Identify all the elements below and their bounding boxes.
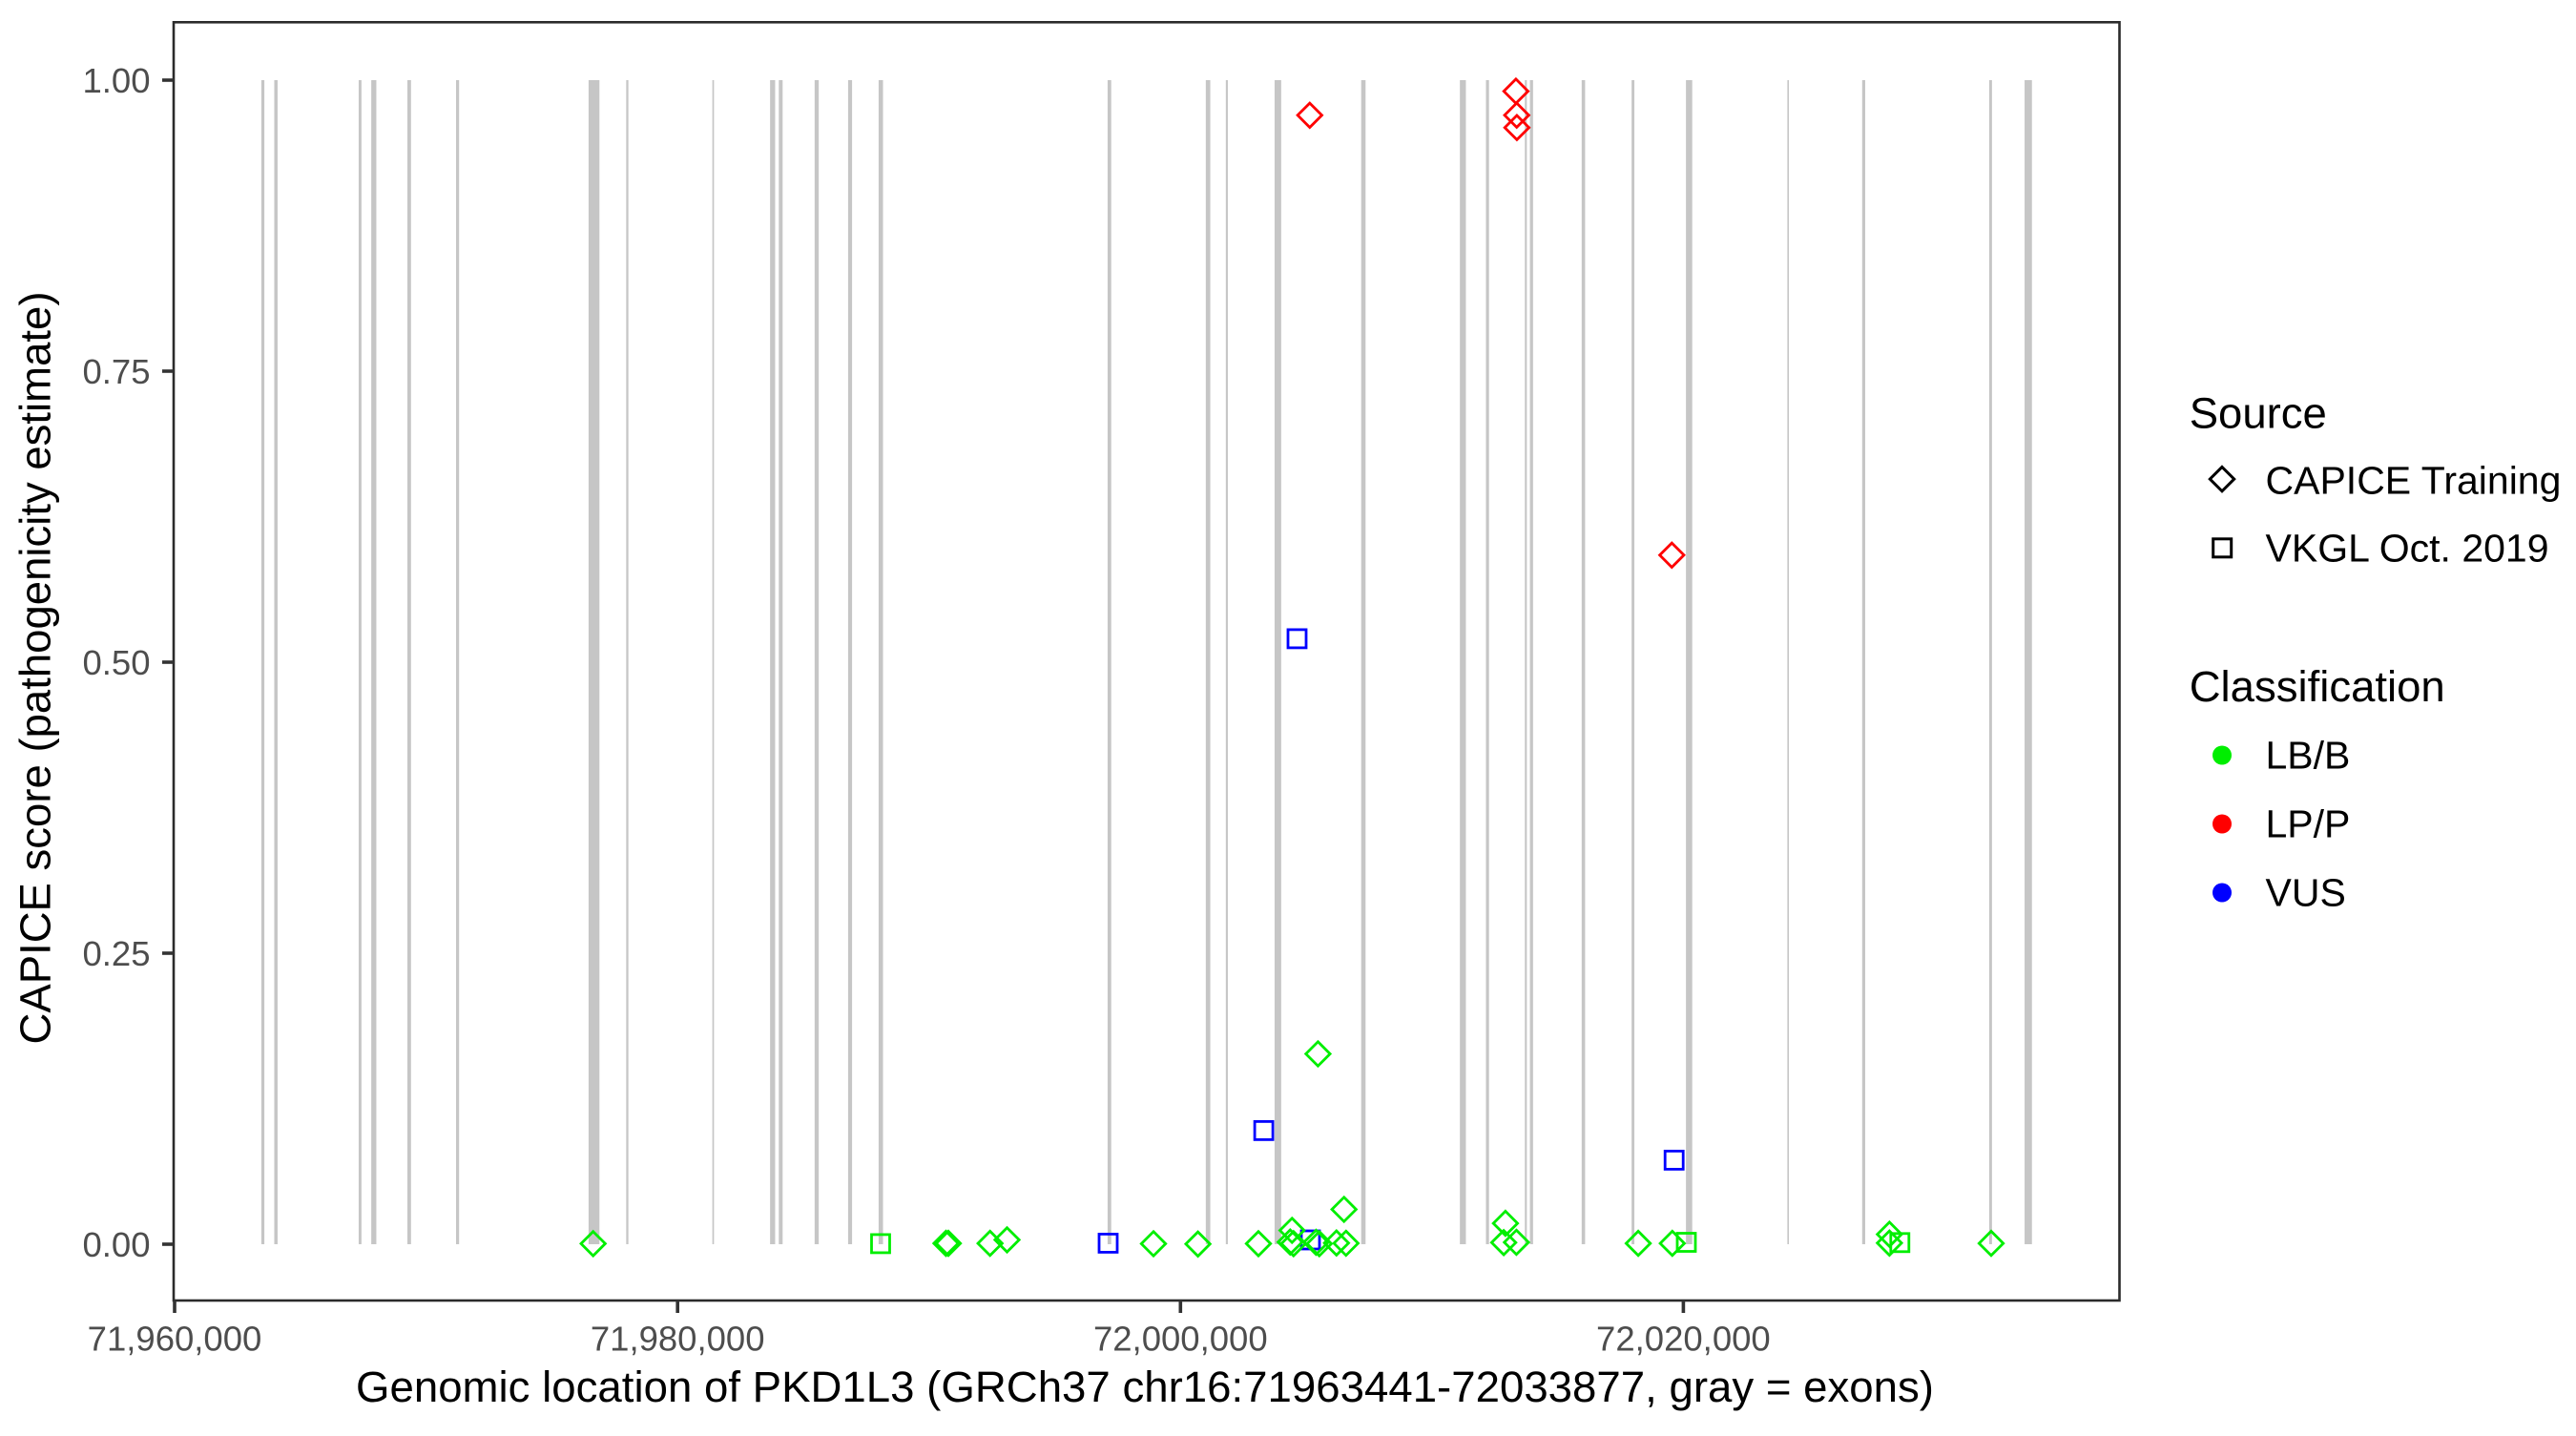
- svg-text:VUS: VUS: [2266, 871, 2346, 915]
- svg-text:Classification: Classification: [2190, 662, 2445, 711]
- svg-text:1.00: 1.00: [82, 61, 150, 100]
- svg-text:CAPICE score (pathogenicity es: CAPICE score (pathogenicity estimate): [11, 292, 60, 1045]
- svg-text:LB/B: LB/B: [2266, 734, 2351, 778]
- svg-text:CAPICE Training: CAPICE Training: [2266, 459, 2562, 503]
- svg-text:72,000,000: 72,000,000: [1093, 1320, 1268, 1359]
- svg-text:71,960,000: 71,960,000: [88, 1320, 262, 1359]
- svg-text:72,020,000: 72,020,000: [1596, 1320, 1771, 1359]
- svg-text:0.00: 0.00: [82, 1225, 150, 1264]
- svg-text:71,980,000: 71,980,000: [591, 1320, 765, 1359]
- svg-text:Genomic location of PKD1L3 (GR: Genomic location of PKD1L3 (GRCh37 chr16…: [356, 1363, 1934, 1411]
- svg-text:0.50: 0.50: [82, 643, 150, 682]
- svg-text:0.75: 0.75: [82, 352, 150, 391]
- svg-text:Source: Source: [2190, 389, 2327, 438]
- svg-text:0.25: 0.25: [82, 934, 150, 973]
- svg-text:LP/P: LP/P: [2266, 802, 2351, 846]
- svg-text:VKGL Oct. 2019: VKGL Oct. 2019: [2266, 526, 2549, 570]
